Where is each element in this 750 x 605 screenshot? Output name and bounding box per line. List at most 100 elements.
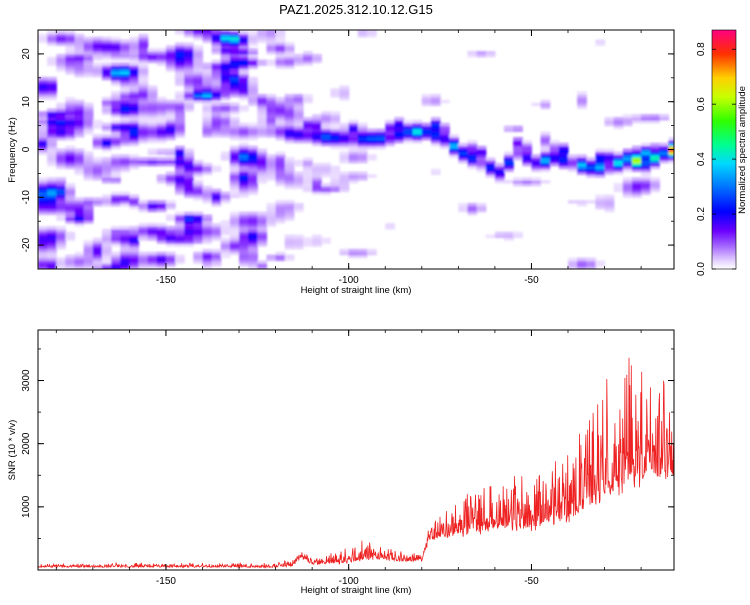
heatmap-cell [229, 228, 240, 233]
heatmap-cell [147, 257, 158, 261]
heatmap-cell [120, 168, 130, 173]
heatmap-cell [65, 211, 76, 216]
heatmap-cell [47, 119, 57, 124]
heatmap-cell [65, 217, 76, 221]
heatmap-cell [165, 108, 176, 112]
heatmap-cell [631, 148, 642, 153]
heatmap-cell [129, 254, 140, 259]
heatmap-cell [641, 151, 651, 155]
heatmap-cell [257, 30, 268, 35]
heatmap-cell [165, 53, 176, 58]
heatmap-cell [631, 116, 642, 121]
heatmap-cell [138, 68, 149, 72]
heatmap-cell [284, 200, 295, 204]
heatmap-cell [138, 223, 149, 227]
heatmap-cell [284, 174, 295, 178]
heatmap-cell [248, 260, 258, 264]
heatmap-cell [74, 42, 85, 46]
heatmap-cell [476, 157, 487, 161]
heatmap-cell [111, 45, 121, 49]
heatmap-cell [120, 42, 130, 46]
heatmap-cell [220, 88, 231, 92]
heatmap-cell [403, 139, 414, 144]
heatmap-cell [156, 134, 167, 138]
heatmap-cell [74, 214, 85, 218]
heatmap-cell [138, 39, 149, 44]
heatmap-cell [101, 128, 112, 132]
heatmap-cell [266, 42, 277, 46]
heatmap-cell [175, 217, 185, 221]
heatmap-cell [175, 42, 185, 46]
heatmap-cell [220, 223, 231, 227]
heatmap-cell [184, 180, 194, 184]
heatmap-cell [129, 205, 140, 210]
heatmap-cell [65, 108, 76, 112]
heatmap-cell [138, 200, 149, 204]
heatmap-cell [65, 237, 76, 241]
heatmap-cell [266, 111, 277, 115]
heatmap-cell [47, 116, 57, 121]
heatmap-cell [303, 94, 313, 98]
heatmap-cell [193, 94, 204, 98]
heatmap-cell [476, 160, 487, 164]
heatmap-cell [184, 217, 194, 221]
heatmap-cell [156, 174, 167, 178]
heatmap-cell [202, 122, 213, 127]
heatmap-cell [202, 217, 213, 221]
heatmap-cell [303, 51, 313, 55]
heatmap-cell [430, 116, 441, 121]
heatmap-cell [202, 94, 213, 98]
heatmap-cell [641, 174, 651, 178]
heatmap-cell [111, 171, 121, 175]
heatmap-cell [412, 134, 423, 138]
heatmap-cell [229, 91, 240, 95]
heatmap-cell [74, 62, 85, 66]
heatmap-cell [229, 248, 240, 253]
heatmap-cell [622, 180, 633, 184]
heatmap-cell [47, 145, 57, 150]
heatmap-cell [175, 188, 185, 193]
heatmap-cell [74, 148, 85, 153]
heatmap-cell [56, 148, 67, 153]
heatmap-cell [421, 137, 432, 141]
heatmap-cell [248, 82, 258, 87]
heatmap-cell [357, 142, 368, 147]
heatmap-cell [184, 228, 194, 233]
heatmap-cell [120, 48, 130, 52]
heatmap-cell [101, 240, 112, 244]
heatmap-cell [175, 228, 185, 233]
heatmap-cell [156, 131, 167, 135]
heatmap-cell [156, 56, 167, 61]
heatmap-cell [101, 171, 112, 175]
heatmap-cell [449, 137, 459, 141]
heatmap-cell [303, 188, 313, 193]
heatmap-cell [56, 154, 67, 158]
heatmap-cell [175, 254, 185, 259]
heatmap-cell [120, 79, 130, 84]
heatmap-cell [558, 148, 569, 153]
heatmap-cell [513, 137, 523, 141]
heatmap-cell [111, 122, 121, 127]
heatmap-cell [47, 251, 57, 256]
heatmap-cell [275, 162, 286, 167]
heatmap-cell [348, 177, 359, 181]
heatmap-cell [229, 174, 240, 178]
heatmap-cell [293, 94, 304, 98]
heatmap-cell [101, 177, 112, 181]
heatmap-cell [339, 137, 350, 141]
heatmap-cell [284, 102, 295, 107]
heatmap-cell [202, 62, 213, 66]
heatmap-cell [38, 111, 48, 115]
heatmap-cell [120, 200, 130, 204]
heatmap-cell [458, 142, 469, 147]
heatmap-cell [613, 157, 624, 161]
heatmap-cell [83, 260, 94, 264]
heatmap-cell [220, 79, 231, 84]
heatmap-cell [257, 165, 268, 170]
heatmap-cell [175, 116, 185, 121]
heatmap-cell [357, 157, 368, 161]
heatmap-cell [156, 122, 167, 127]
heatmap-cell [403, 125, 414, 130]
heatmap-cell [650, 142, 660, 147]
